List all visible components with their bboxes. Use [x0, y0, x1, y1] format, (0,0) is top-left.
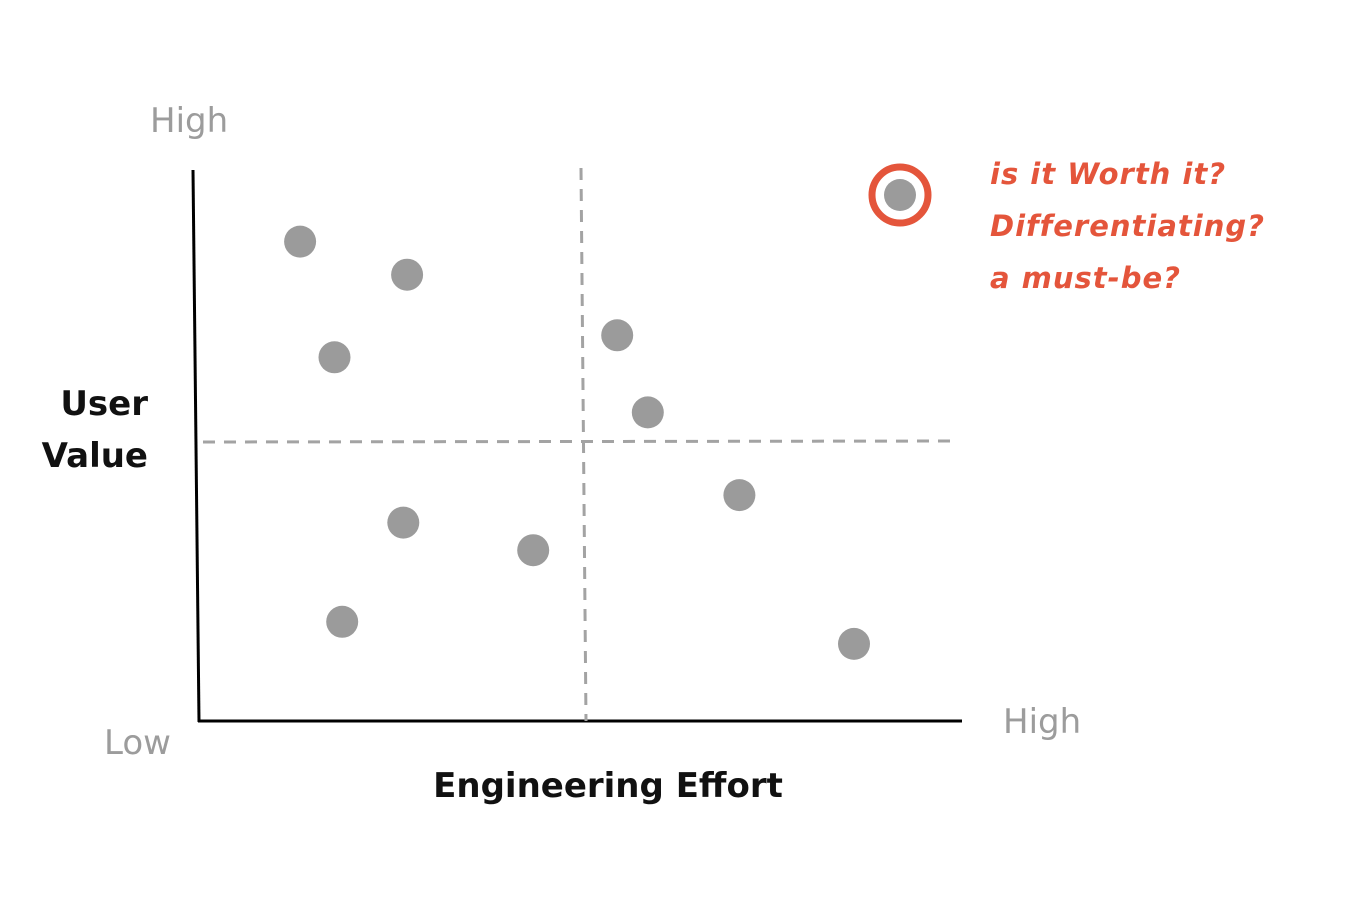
y-axis-title-line-2: Value: [42, 436, 148, 476]
y-axis-high-label: High: [150, 101, 228, 141]
data-point-2: [391, 258, 424, 291]
annotation-line-1: is it Worth it?: [990, 157, 1226, 191]
highlight-ring: [868, 163, 932, 227]
data-point-7: [387, 506, 420, 539]
data-point-5: [631, 396, 664, 429]
y-axis-title-line-1: User: [60, 384, 148, 424]
data-point-10: [838, 627, 870, 660]
data-point-3: [318, 341, 351, 374]
x-axis-high-label: High: [1003, 702, 1081, 742]
horizontal-divider: [202, 439, 959, 444]
highlight-dot: [884, 179, 916, 211]
data-points: [284, 225, 870, 660]
vertical-divider: [579, 167, 588, 722]
highlight-marker: [868, 163, 932, 227]
annotation-line-2: Differentiating?: [990, 209, 1265, 243]
y-axis: [191, 169, 201, 723]
data-point-8: [517, 534, 550, 567]
data-point-6: [723, 479, 756, 512]
data-point-9: [326, 605, 359, 638]
data-point-1: [284, 225, 317, 258]
annotation-line-3: a must-be?: [990, 261, 1181, 295]
data-point-4: [601, 319, 634, 352]
annotation: is it Worth it? Differentiating? a must-…: [990, 157, 1265, 295]
x-axis-title: Engineering Effort: [433, 766, 783, 806]
origin-low-label: Low: [104, 723, 171, 763]
